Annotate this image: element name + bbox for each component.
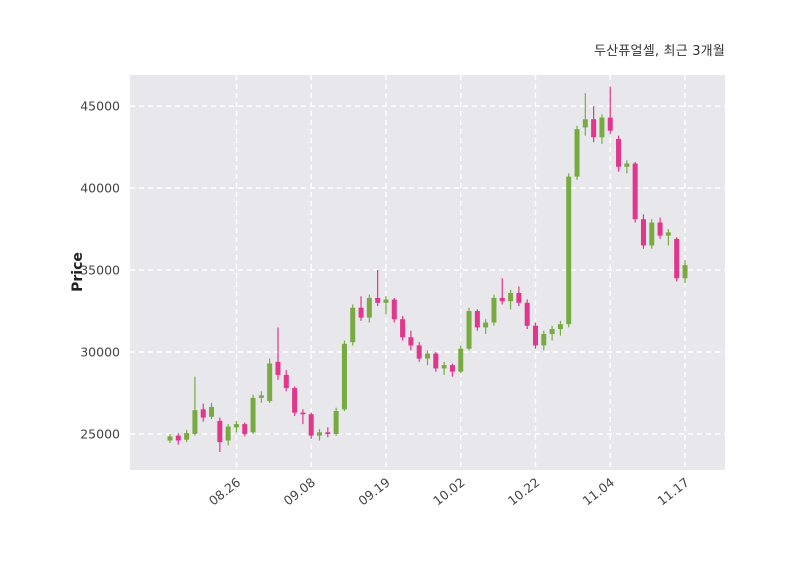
candle-body [491,297,497,323]
candle-body [341,343,347,410]
y-tick-label: 35000 [80,263,120,278]
candle-body [192,410,198,434]
candle-body [466,311,472,349]
candle-body [275,361,281,375]
candle-body [591,119,597,138]
candle-body [599,117,605,138]
candle-body [383,299,389,303]
y-axis-label: Price [70,252,86,292]
candle-body [308,414,314,436]
candle-body [391,299,397,320]
candle-body [549,329,555,334]
y-tick-label: 25000 [80,426,120,441]
y-tick-label: 30000 [80,344,120,359]
candle-body [449,365,455,372]
candle-body [474,311,480,328]
candle-body [682,265,688,279]
candle-body [657,222,663,236]
candle-body [516,292,522,303]
candle-body [566,176,572,325]
candle-body [483,322,489,328]
candle-body [175,435,181,441]
candle-body [283,374,289,389]
plot-background [130,75,725,470]
candle-body [366,297,372,318]
y-tick-label: 45000 [80,99,120,114]
candle-body [400,319,406,338]
x-tick-label: 10.22 [505,475,542,509]
candle-body [557,324,563,330]
candle-body [499,297,505,302]
candle-body [358,307,364,318]
candle-body [616,138,622,167]
candle-body [665,232,671,236]
candle-body [624,163,630,167]
candle-body [425,353,430,359]
x-tick-label: 08.26 [206,475,243,509]
candle-body [541,333,547,346]
candle-body [524,302,530,326]
x-tick-label: 09.19 [355,475,392,509]
candle-body [508,292,514,302]
candle-body [375,297,381,303]
candle-body [441,365,447,369]
candle-body [317,432,323,436]
candle-body [233,424,239,428]
candle-body [674,238,680,279]
y-tick-label: 40000 [80,181,120,196]
candle-body [607,117,613,131]
x-tick-label: 10.02 [430,475,467,509]
x-tick-label: 11.04 [580,475,617,509]
candle-body [649,222,655,246]
candle-body [250,397,256,433]
candle-body [458,348,464,372]
candle-body [632,163,638,220]
chart-title: 두산퓨얼셀, 최근 3개월 [594,44,725,59]
candle-body [350,307,356,343]
candle-body [242,424,248,434]
x-tick-label: 11.17 [654,475,691,509]
candle-body [200,409,206,418]
candle-body [267,363,273,402]
candle-body [184,433,190,440]
candle-body [292,388,298,413]
candle-body [300,412,306,415]
candle-body [640,219,646,246]
candle-body [582,119,588,128]
x-tick-label: 09.08 [281,475,318,509]
candle-body [258,395,264,398]
candle-body [325,432,331,434]
candle-body [532,325,538,346]
candle-body [225,426,231,441]
candle-body [209,406,215,417]
candle-body [167,436,173,441]
candle-body [217,420,223,443]
candle-body [408,337,414,346]
candle-body [574,129,580,177]
candle-body [416,345,422,359]
candle-body [333,410,339,434]
candle-body [433,353,439,369]
